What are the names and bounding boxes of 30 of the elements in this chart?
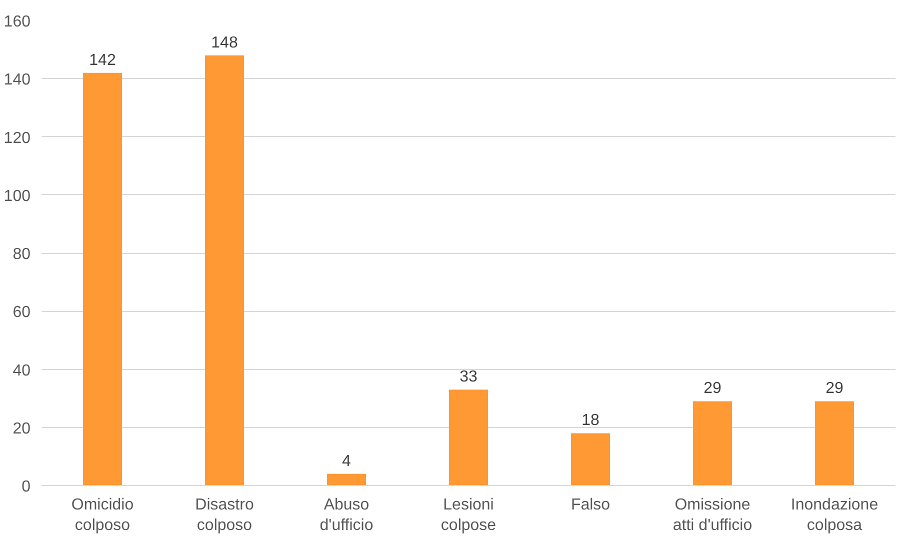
bar: [814, 401, 854, 486]
y-tick-label: 140: [4, 72, 31, 89]
data-label: 148: [211, 34, 238, 52]
bar: [692, 401, 732, 486]
x-tick-label: Falso: [570, 496, 610, 514]
y-tick-label: 20: [12, 420, 31, 438]
x-tick-label: Disastro colposo: [195, 496, 254, 534]
y-tick-label: 0: [22, 478, 31, 496]
y-tick-label: 60: [12, 304, 31, 322]
data-label: 29: [704, 380, 722, 398]
y-tick-label: 120: [4, 130, 31, 147]
y-tick-label: 160: [4, 14, 31, 30]
x-tick-label: Abuso d'ufficio: [320, 496, 374, 534]
data-label: 29: [826, 380, 844, 398]
data-label: 4: [342, 452, 352, 470]
y-tick-label: 40: [12, 362, 31, 380]
bar: [448, 390, 488, 486]
x-tick-label: Inondazione colposa: [790, 496, 878, 534]
bar: [82, 72, 122, 486]
data-label: 33: [460, 368, 478, 386]
data-label: 18: [582, 412, 600, 430]
bar: [204, 55, 244, 486]
y-tick-label: 100: [4, 188, 31, 205]
x-tick-label: Omissione atti d'ufficio: [672, 496, 752, 534]
y-tick-label: 80: [12, 246, 31, 263]
bar: [326, 474, 366, 486]
x-tick-label: Lesioni colpose: [440, 496, 496, 534]
x-tick-label: Omicidio colposo: [71, 496, 134, 534]
bar: [570, 433, 610, 486]
data-label: 142: [89, 52, 116, 69]
